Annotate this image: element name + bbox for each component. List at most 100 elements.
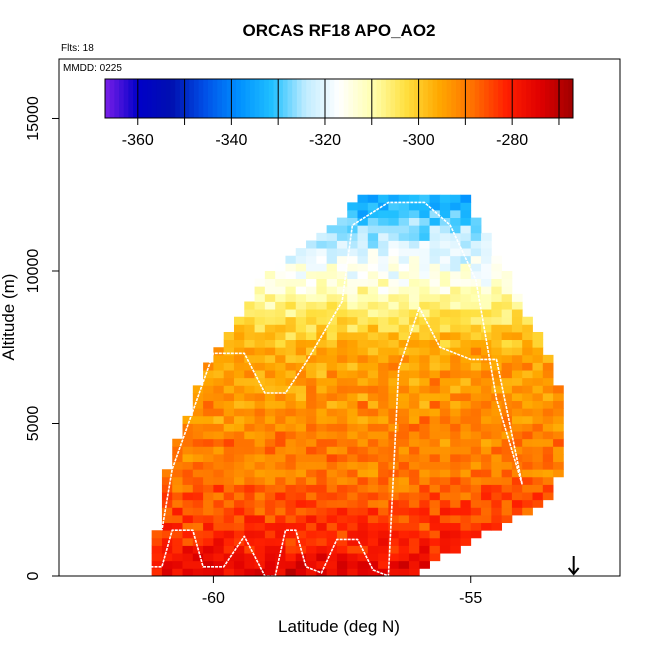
heatmap-cell: [357, 301, 369, 310]
heatmap-cell: [532, 453, 544, 463]
heatmap-cell: [233, 339, 245, 348]
heatmap-cell: [357, 530, 369, 539]
heatmap-cell: [491, 408, 503, 417]
heatmap-cell: [388, 530, 400, 539]
heatmap-cell: [326, 507, 338, 516]
heatmap-cell: [223, 469, 235, 478]
heatmap-cell: [470, 270, 482, 280]
heatmap-cell: [295, 438, 307, 447]
heatmap-cell: [192, 530, 204, 539]
heatmap-cell: [213, 347, 225, 356]
colorbar-tick-label: -280: [496, 132, 528, 149]
heatmap-cell: [419, 446, 430, 455]
heatmap-cell: [357, 286, 369, 295]
heatmap-cell: [244, 431, 255, 440]
heatmap-cell: [295, 248, 307, 257]
heatmap-cell: [398, 278, 410, 287]
heatmap-cell: [429, 515, 441, 524]
heatmap-cell: [192, 438, 204, 447]
heatmap-cell: [522, 415, 533, 424]
heatmap-cell: [439, 232, 451, 241]
heatmap-cell: [367, 476, 379, 485]
heatmap-cell: [336, 370, 348, 379]
heatmap-cell: [285, 522, 297, 531]
heatmap-cell: [357, 240, 369, 249]
heatmap-cell: [182, 484, 194, 493]
heatmap-cell: [336, 545, 348, 554]
heatmap-cell: [429, 408, 441, 417]
heatmap-cell: [203, 400, 214, 409]
heatmap-cell: [172, 476, 183, 485]
heatmap-cell: [398, 309, 410, 318]
heatmap-cell: [398, 370, 410, 379]
heatmap-cell: [223, 453, 235, 463]
heatmap-cell: [336, 248, 348, 257]
heatmap-cell: [378, 202, 389, 211]
heatmap-cell: [326, 537, 338, 546]
heatmap-cell: [419, 362, 430, 371]
heatmap-cell: [501, 309, 513, 318]
heatmap-cell: [439, 438, 451, 447]
heatmap-cell: [203, 522, 214, 531]
heatmap-cell: [275, 431, 286, 440]
heatmap-cell: [408, 232, 420, 241]
heatmap-cell: [398, 560, 410, 569]
heatmap-cell: [336, 339, 348, 348]
heatmap-cell: [326, 476, 338, 485]
heatmap-cell: [367, 286, 379, 295]
heatmap-cell: [295, 431, 307, 440]
heatmap-cell: [347, 461, 358, 470]
heatmap-cell: [367, 545, 379, 554]
heatmap-cell: [285, 385, 297, 394]
heatmap-cell: [203, 545, 214, 554]
heatmap-cell: [491, 476, 503, 485]
colorbar-swatch: [203, 79, 209, 118]
heatmap-cell: [264, 530, 276, 539]
heatmap-cell: [367, 347, 379, 356]
heatmap-cell: [460, 476, 472, 485]
heatmap-cell: [378, 194, 389, 203]
heatmap-cell: [429, 202, 441, 211]
heatmap-cell: [429, 438, 441, 447]
heatmap-cell: [336, 270, 348, 280]
heatmap-cell: [450, 324, 461, 333]
heatmap-cell: [347, 324, 358, 333]
heatmap-cell: [213, 476, 225, 485]
heatmap-cell: [213, 400, 225, 409]
heatmap-cell: [481, 240, 492, 249]
heatmap-cell: [367, 408, 379, 417]
heatmap-cell: [326, 415, 338, 424]
heatmap-cell: [275, 484, 286, 493]
heatmap-cell: [460, 194, 472, 203]
heatmap-cell: [172, 469, 183, 478]
heatmap-cell: [532, 461, 544, 470]
colorbar-swatch: [390, 79, 396, 118]
heatmap-cell: [367, 415, 379, 424]
heatmap-cell: [491, 438, 503, 447]
colorbar-swatch: [535, 79, 541, 118]
heatmap-cell: [491, 293, 503, 302]
heatmap-cell: [501, 377, 513, 386]
heatmap-cell: [532, 362, 544, 371]
heatmap-cell: [295, 392, 307, 402]
heatmap-cell: [378, 339, 389, 348]
colorbar-swatch: [315, 79, 321, 118]
heatmap-cell: [244, 354, 255, 363]
heatmap-cell: [470, 492, 482, 501]
heatmap-cell: [172, 515, 183, 524]
heatmap-cell: [336, 515, 348, 524]
heatmap-cell: [347, 492, 358, 501]
heatmap-cell: [295, 484, 307, 493]
heatmap-cell: [285, 537, 297, 546]
heatmap-cell: [233, 347, 245, 356]
heatmap-cell: [429, 461, 441, 470]
heatmap-cell: [429, 446, 441, 455]
heatmap-cell: [367, 309, 379, 318]
heatmap-cell: [470, 408, 482, 417]
heatmap-cell: [481, 286, 492, 295]
heatmap-cell: [213, 522, 225, 531]
heatmap-cell: [285, 270, 297, 280]
heatmap-cell: [326, 530, 338, 539]
heatmap-cell: [367, 499, 379, 508]
heatmap-cell: [439, 324, 451, 333]
